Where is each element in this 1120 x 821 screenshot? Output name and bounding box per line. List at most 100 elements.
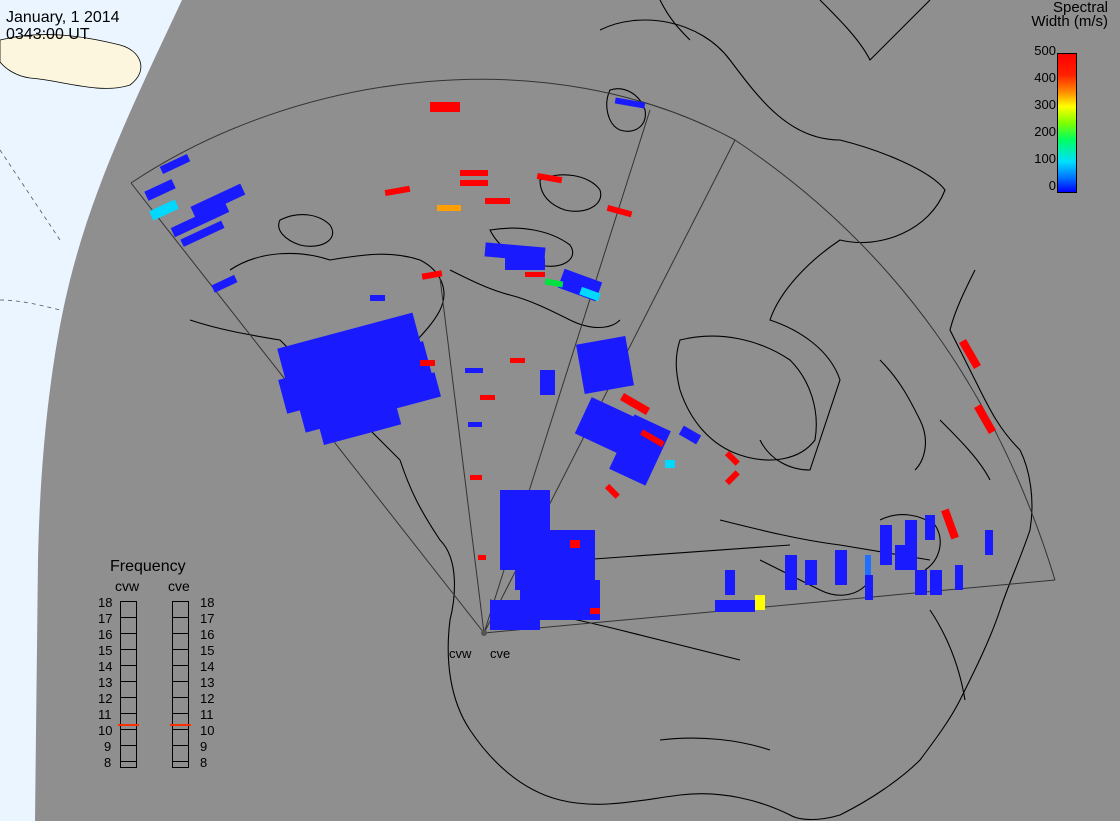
echo-cell <box>865 555 871 575</box>
echo-cell <box>149 199 179 221</box>
frequency-scale-left: 14 <box>98 659 113 674</box>
echo-cell <box>144 179 176 201</box>
echo-cell <box>437 205 461 211</box>
frequency-cell <box>173 650 188 666</box>
frequency-cell <box>121 634 136 650</box>
land-patch <box>0 34 142 89</box>
frequency-scale-right: 11 <box>200 707 214 722</box>
echo-cells-mid-width <box>149 199 871 610</box>
timestamp-date: January, 1 2014 <box>6 9 120 26</box>
frequency-radar-label-cvw: cvw <box>115 578 140 594</box>
frequency-cell <box>173 682 188 698</box>
echo-cell <box>430 102 460 112</box>
echo-cell <box>485 198 510 204</box>
frequency-scale-right: 14 <box>200 659 215 674</box>
echo-cell <box>576 336 634 394</box>
echo-cell <box>930 570 942 595</box>
frequency-marker-cvw <box>118 724 139 726</box>
echo-cell <box>925 515 935 540</box>
echo-cell <box>620 393 650 415</box>
echo-cell <box>299 372 441 433</box>
echo-cell <box>318 404 402 446</box>
echo-cell <box>678 425 702 445</box>
echo-cell <box>880 525 892 565</box>
echo-cell <box>941 508 959 540</box>
colorbar-title-line2: Width (m/s) <box>1031 13 1108 30</box>
frequency-cell <box>173 730 188 746</box>
echo-cells-low-width <box>144 97 993 630</box>
frequency-scale-left: 17 <box>98 611 113 626</box>
echo-cell <box>974 404 996 434</box>
colorbar-tick: 400 <box>1034 70 1056 85</box>
echo-cell <box>278 341 433 414</box>
radar-site-marker <box>481 630 487 636</box>
frequency-cell <box>121 618 136 634</box>
echo-cell <box>724 470 740 486</box>
echo-cell <box>606 204 633 218</box>
echo-cell <box>985 530 993 555</box>
colorbar-tick: 500 <box>1034 43 1056 58</box>
echo-cell <box>540 370 555 395</box>
echo-cell <box>590 608 600 614</box>
echo-cell <box>604 483 620 499</box>
frequency-cell <box>121 714 136 730</box>
echo-cell <box>536 172 563 184</box>
colorbar-tick: 200 <box>1034 124 1056 139</box>
frequency-cell <box>121 602 136 618</box>
echo-cell <box>421 270 443 280</box>
echo-cell <box>640 429 665 448</box>
colorbar-tick: 0 <box>1048 178 1056 193</box>
echo-cell <box>865 575 873 600</box>
colorbar-tick: 100 <box>1034 151 1056 166</box>
night-terminator-line <box>0 149 61 241</box>
station-label-cvw: cvw <box>449 646 472 661</box>
frequency-scale-right: 16 <box>200 627 215 642</box>
frequency-scale-right: 13 <box>200 675 215 690</box>
frequency-cell <box>121 666 136 682</box>
echo-cell <box>959 339 981 369</box>
frequency-scale-left: 12 <box>98 691 113 706</box>
echo-cell <box>370 295 385 301</box>
echo-cell <box>510 358 525 363</box>
echo-cell <box>665 460 675 468</box>
colorbar-gradient <box>1057 53 1077 193</box>
frequency-cell <box>121 730 136 746</box>
echo-cell <box>544 278 564 288</box>
echo-cell <box>724 450 740 466</box>
echo-cell <box>470 475 482 480</box>
frequency-scale-right: 15 <box>200 643 215 658</box>
frequency-scale-left: 13 <box>98 675 113 690</box>
echo-cell <box>180 220 225 247</box>
colorbar-tick: 300 <box>1034 97 1056 112</box>
frequency-scale-left: 18 <box>98 595 113 610</box>
frequency-scale-left: 10 <box>98 723 113 738</box>
frequency-cell <box>173 666 188 682</box>
echo-cell <box>170 202 230 238</box>
echo-cell <box>480 395 495 400</box>
echo-cell <box>468 422 482 427</box>
frequency-radar-label-cve: cve <box>168 578 190 594</box>
echo-cell <box>211 274 238 293</box>
echo-cell <box>835 550 847 585</box>
frequency-scale-right: 17 <box>200 611 215 626</box>
echo-cell <box>614 97 646 109</box>
echo-cell <box>490 600 540 630</box>
frequency-cell <box>173 714 188 730</box>
echo-cell <box>465 368 483 373</box>
frequency-cell <box>173 618 188 634</box>
echo-cell <box>725 570 735 595</box>
frequency-marker-cve <box>170 724 191 726</box>
echo-cell <box>525 272 545 277</box>
daylight-region <box>0 0 182 821</box>
frequency-cell <box>173 602 188 618</box>
frequency-cell <box>173 634 188 650</box>
echo-cell <box>905 520 917 570</box>
echo-cells-high-width <box>384 102 996 614</box>
frequency-cell <box>173 746 188 762</box>
frequency-cell <box>121 682 136 698</box>
echo-cell <box>955 565 963 590</box>
echo-cell <box>505 258 545 270</box>
frequency-scale-right: 8 <box>200 755 208 770</box>
echo-cell <box>570 540 580 548</box>
